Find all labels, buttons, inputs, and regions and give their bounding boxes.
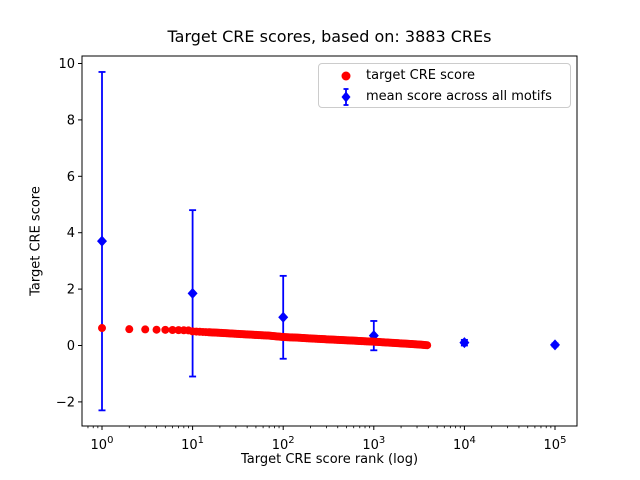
x-tick-label: 102 (272, 435, 295, 453)
y-tick-label: −2 (56, 395, 75, 410)
y-axis-label: Target CRE score (28, 186, 44, 296)
x-axis: 100 101 102 103 104 105 (87, 426, 567, 453)
red-circle-marker-icon (341, 71, 351, 80)
axes (81, 55, 578, 427)
x-tick-label: 101 (181, 435, 204, 453)
legend-item-mean-score: mean score across all motifs (319, 86, 570, 107)
x-tick-label: 105 (544, 435, 567, 453)
mean-score-point (187, 287, 198, 299)
y-tick-label: 2 (67, 283, 75, 298)
x-tick-label: 103 (362, 435, 385, 453)
y-tick-label: 8 (67, 113, 75, 128)
mean-score-point (459, 337, 470, 349)
mean-score-errorbar-series (97, 71, 560, 412)
x-tick-label: 104 (453, 435, 476, 453)
legend-label: mean score across all motifs (366, 89, 552, 104)
x-axis-label: Target CRE score rank (log) (240, 452, 419, 467)
legend-label: target CRE score (366, 68, 476, 83)
legend-item-target-score: target CRE score (319, 65, 570, 86)
y-tick-label: 4 (67, 226, 75, 241)
blue-diamond-errorbar-marker-icon (341, 87, 351, 106)
y-tick-label: 10 (58, 57, 75, 72)
y-axis: −2 0 2 4 6 8 10 (56, 57, 82, 410)
chart-title: Target CRE scores, based on: 3883 CREs (167, 27, 492, 46)
mean-score-point (550, 339, 560, 351)
y-tick-label: 0 (67, 339, 75, 354)
mean-score-point (278, 311, 289, 323)
legend-box: target CRE score mean score across all m… (318, 63, 571, 108)
mean-score-point (97, 235, 107, 247)
y-tick-label: 6 (67, 170, 75, 185)
target-score-scatter-series (98, 324, 432, 350)
x-tick-label: 100 (91, 435, 114, 453)
